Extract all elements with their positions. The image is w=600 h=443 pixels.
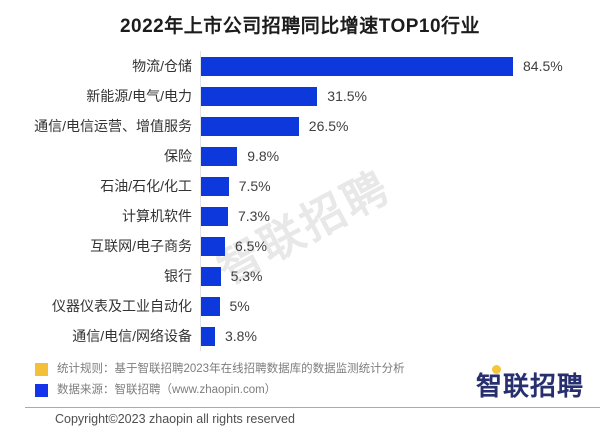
bar-row: 仪器仪表及工业自动化 5% [0, 291, 600, 321]
bar [201, 296, 220, 316]
value-label: 26.5% [308, 118, 349, 134]
bar [201, 266, 221, 286]
bar-row: 计算机软件 7.3% [0, 201, 600, 231]
value-label: 9.8% [247, 148, 280, 164]
bar-row: 通信/电信运营、增值服务 26.5% [0, 111, 600, 141]
bar-rows: 物流/仓储 84.5% 新能源/电气/电力 31.5% 通信/电信运营、增值服务 26.5… [0, 51, 600, 351]
legend-swatch-yellow [35, 363, 48, 376]
bar-track: 84.5% [200, 51, 600, 81]
bar-row: 保险 9.8% [0, 141, 600, 171]
logo-dot-icon [491, 365, 501, 374]
value-label: 7.3% [238, 208, 270, 224]
category-label: 计算机软件 [122, 208, 192, 224]
chart-title: 2022年上市公司招聘同比增速TOP10行业 [119, 16, 481, 37]
category-label: 仪器仪表及工业自动化 [52, 298, 192, 314]
bar-track: 26.5% [200, 111, 600, 141]
bar-track: 5.3% [200, 261, 600, 291]
value-label: 3.8% [225, 328, 257, 344]
bar [201, 206, 228, 226]
value-label: 5% [229, 298, 250, 314]
bar-track: 7.3% [200, 201, 600, 231]
value-label: 5.3% [230, 268, 263, 284]
zhaopin-logo: 智联招聘 [475, 365, 584, 403]
value-label: 31.5% [327, 88, 367, 104]
bar-track: 9.8% [200, 141, 600, 171]
bar-track: 6.5% [200, 231, 600, 261]
bar [201, 146, 238, 166]
footnote-legend: 统计规则：基于智联招聘2023年在线招聘数据库的数据监测统计分析 数据来源：智联… [35, 362, 405, 404]
bar-row: 新能源/电气/电力 31.5% [0, 81, 600, 111]
footnote-text: 统计规则：基于智联招聘2023年在线招聘数据库的数据监测统计分析 [57, 363, 405, 375]
bar-track: 31.5% [200, 81, 600, 111]
bar-row: 通信/电信/网络设备 3.8% [0, 321, 600, 351]
value-label: 7.5% [238, 178, 271, 194]
bar-track: 3.8% [200, 321, 600, 351]
category-label: 通信/电信运营、增值服务 [34, 118, 192, 134]
bar [201, 176, 229, 196]
bar [201, 56, 513, 76]
bar-track: 7.5% [200, 171, 600, 201]
category-label: 新能源/电气/电力 [86, 88, 192, 104]
category-label: 石油/石化/化工 [100, 178, 192, 194]
category-label: 保险 [164, 148, 192, 164]
value-label: 6.5% [235, 238, 267, 254]
footnote-item: 数据来源：智联招聘（www.zhaopin.com） [35, 383, 405, 398]
category-label: 互联网/电子商务 [90, 238, 192, 254]
bar-track: 5% [200, 291, 600, 321]
bar-row: 物流/仓储 84.5% [0, 51, 600, 81]
bar [201, 86, 318, 106]
bar-row: 银行 5.3% [0, 261, 600, 291]
category-label: 通信/电信/网络设备 [72, 328, 192, 344]
legend-swatch-blue [35, 384, 48, 397]
bar [201, 116, 299, 136]
copyright-text: Copyright©2023 zhaopin all rights reserv… [55, 412, 295, 426]
category-label: 物流/仓储 [132, 58, 192, 74]
logo-text: 智联招聘 [475, 371, 584, 401]
footnote-item: 统计规则：基于智联招聘2023年在线招聘数据库的数据监测统计分析 [35, 362, 405, 377]
category-label: 银行 [164, 268, 192, 284]
footnote-text: 数据来源：智联招聘（www.zhaopin.com） [57, 384, 277, 396]
bar-chart: 物流/仓储 84.5% 新能源/电气/电力 31.5% 通信/电信运营、增值服务 26.5… [0, 51, 600, 351]
bar-row: 互联网/电子商务 6.5% [0, 231, 600, 261]
bar [201, 236, 225, 256]
bar-row: 石油/石化/化工 7.5% [0, 171, 600, 201]
bar [201, 326, 215, 346]
footer-divider [25, 407, 600, 408]
value-label: 84.5% [523, 58, 563, 74]
